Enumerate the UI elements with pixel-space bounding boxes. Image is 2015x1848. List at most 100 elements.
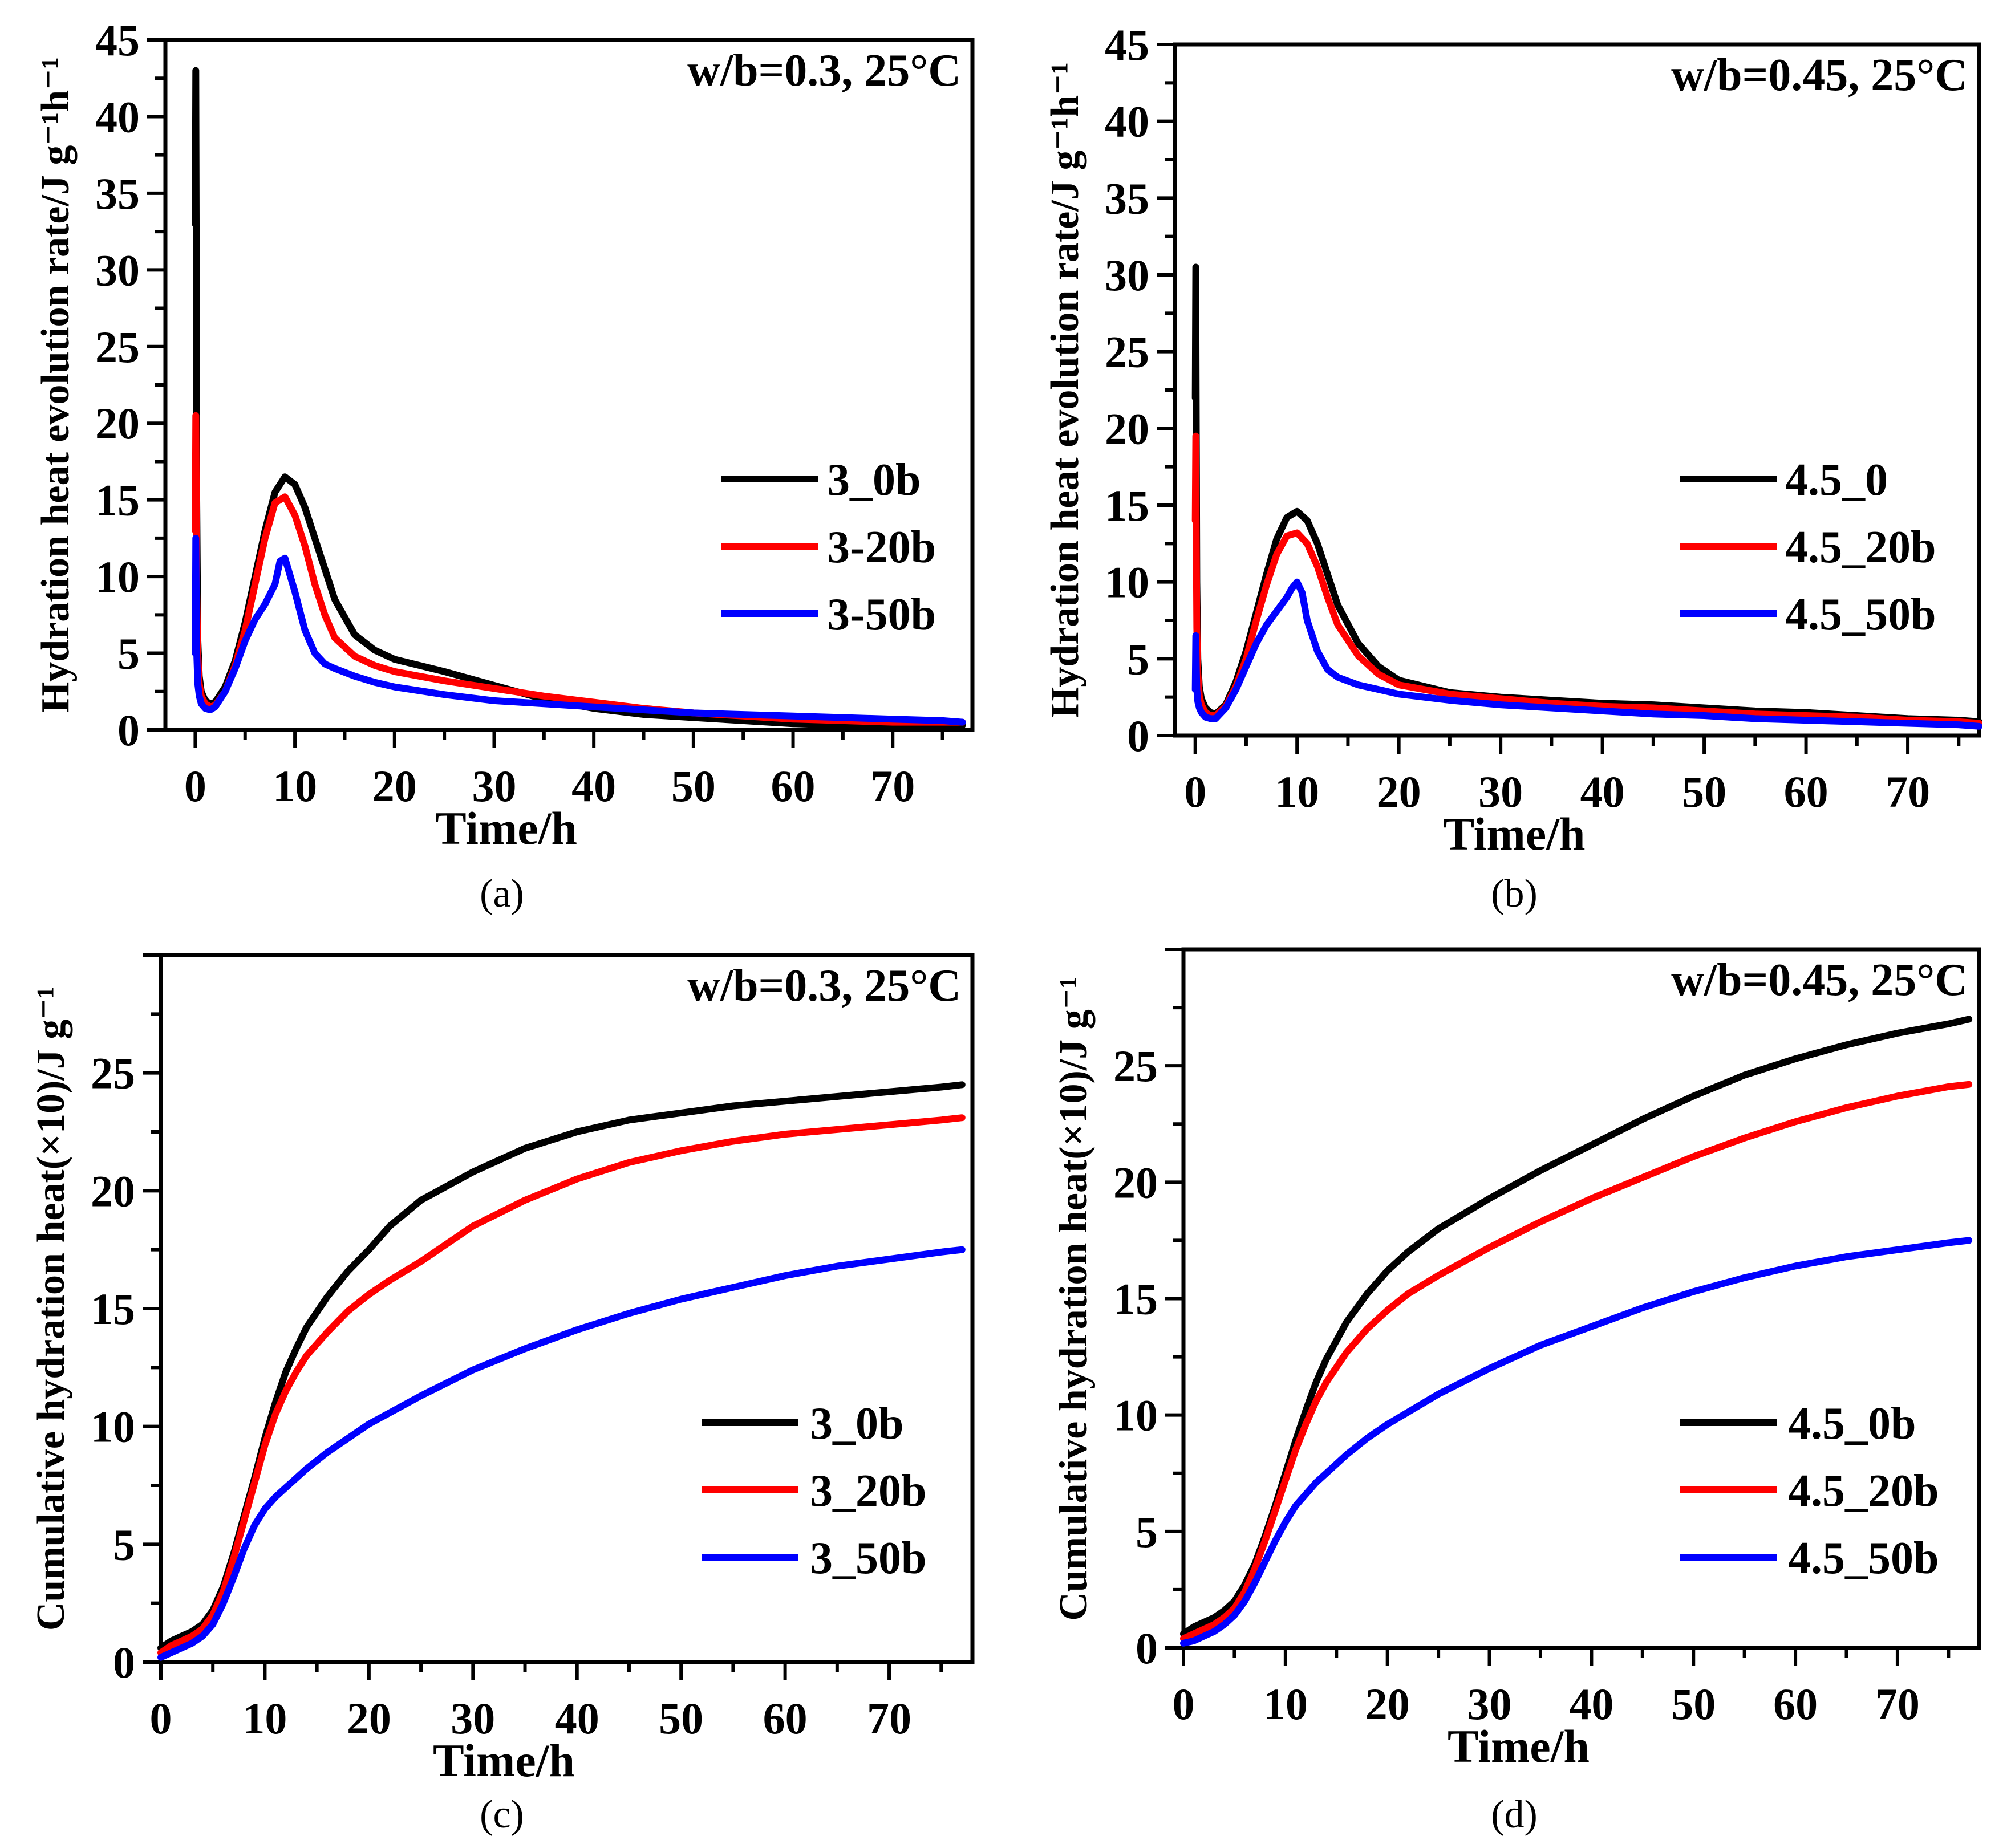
x-tick-label: 10 [273,761,317,811]
chart-panel-c: 0 10 20 30 40 50 60 70 0 5 10 15 20 25 3_0b 3_20b 3_50b w… [29,953,975,1837]
y-axis-title: Cumulative hydration heat(×10)/J g⁻¹ [1052,976,1096,1620]
x-tick-label: 10 [242,1693,287,1743]
y-tick-label: 35 [1105,173,1149,223]
x-tick-label: 50 [659,1693,703,1743]
y-tick-label: 15 [1113,1274,1158,1324]
chart-panel-d: 0 10 20 30 40 50 60 7005101520254.5_0b4.5_20b4.… [1052,947,1981,1837]
legend-label: 3_50b [810,1533,927,1583]
y-tick-label: 20 [95,399,140,448]
x-tick-label: 40 [1569,1679,1613,1729]
x-tick-label: 60 [771,761,816,811]
x-tick-label: 0 [1173,1679,1195,1729]
x-tick-label: 70 [870,761,915,811]
y-tick-label: 10 [91,1402,135,1452]
x-tick-label: 10 [1275,767,1319,817]
y-tick-label: 0 [1136,1623,1158,1673]
y-tick-label: 20 [91,1166,135,1216]
y-tick-label: 15 [91,1284,135,1334]
y-tick-label: 40 [95,92,140,141]
y-tick-label: 25 [1105,327,1149,377]
y-tick-label: 0 [1127,711,1149,761]
series-line-4.5_20b [1180,1081,1973,1642]
x-tick-label: 50 [671,761,716,811]
condition-annotation: w/b=0.45, 25°C [1671,50,1968,100]
y-tick-label: 15 [95,476,140,525]
y-tick-label: 5 [1127,634,1149,684]
x-tick-label: 40 [555,1693,599,1743]
x-axis-title: Time/h [1448,1720,1590,1772]
x-tick-label: 70 [867,1693,911,1743]
legend-label: 4.5_20b [1785,522,1936,572]
chart-panel-a: 0 10 20 30 40 50 60 70 0 5 10 15 20 25 30 35 40 45 3_0b 3-2… [34,15,975,916]
condition-annotation: w/b=0.3, 25°C [687,961,961,1011]
panel-caption: (c) [480,1793,524,1837]
y-tick-label: 5 [117,629,140,679]
y-tick-label: 10 [95,552,140,602]
panel-caption: (b) [1491,872,1538,916]
y-tick-label: 30 [1105,250,1149,300]
condition-annotation: w/b=0.45, 25°C [1671,955,1968,1005]
panel-caption: (a) [480,872,524,916]
y-tick-label: 25 [91,1049,135,1098]
y-axis-title: Cumulative hydration heat(×10)/J g⁻¹ [29,986,73,1631]
legend-label: 3_0b [810,1399,904,1449]
legend-label: 3-20b [827,522,936,572]
x-tick-label: 40 [571,761,616,811]
legend-label: 4.5_20b [1788,1466,1939,1516]
x-tick-label: 40 [1580,767,1625,817]
legend-label: 4.5_50b [1785,590,1936,640]
y-axis-title: Hydration heat evolution rate/J g⁻¹h⁻¹ [1043,62,1087,718]
series-line-4.5_50b [1191,578,1982,730]
y-tick-label: 10 [1113,1391,1158,1440]
legend: 3_0b 3_20b 3_50b [702,1399,927,1583]
x-tick-label: 30 [1467,1679,1512,1729]
y-tick-label: 35 [95,169,140,218]
series-line-4.5_50b [1180,1237,1973,1647]
x-tick-label: 50 [1682,767,1726,817]
legend-label: 4.5_0 [1785,455,1888,505]
x-tick-label: 60 [763,1693,808,1743]
y-tick-label: 25 [95,322,140,372]
y-tick-label: 20 [1105,404,1149,453]
y-tick-label: 45 [95,15,140,65]
x-tick-label: 20 [347,1693,391,1743]
x-tick-label: 20 [372,761,417,811]
x-axis-title: Time/h [433,1735,575,1786]
x-tick-label: 30 [472,761,516,811]
legend-label: 4.5_50b [1788,1533,1939,1583]
series-line-3_20b [157,1114,966,1656]
legend: 4.5_0 4.5_20b 4.5_50b [1680,455,1936,640]
y-tick-label: 45 [1105,20,1149,70]
x-tick-label: 0 [150,1693,172,1743]
condition-annotation: w/b=0.3, 25°C [687,46,961,96]
x-tick-label: 20 [1365,1679,1410,1729]
series-line-4.5_0b [1180,1016,1973,1638]
y-tick-label: 20 [1113,1157,1158,1207]
legend: 4.5_0b 4.5_20b 4.5_50b [1680,1399,1939,1583]
y-tick-label: 40 [1105,97,1149,147]
x-tick-label: 0 [184,761,206,811]
chart-panel-b: 0 10 20 30 40 50 60 700510152025303540454.5_04.… [1043,20,1982,916]
y-tick-label: 15 [1105,481,1149,530]
x-tick-label: 30 [451,1693,495,1743]
x-tick-label: 20 [1377,767,1421,817]
y-tick-label: 0 [117,705,140,755]
x-tick-label: 60 [1773,1679,1818,1729]
y-tick-label: 5 [1136,1507,1158,1557]
x-tick-label: 70 [1886,767,1930,817]
y-tick-label: 25 [1113,1041,1158,1091]
x-axis-title: Time/h [1443,808,1585,860]
y-tick-label: 5 [113,1520,135,1569]
y-tick-label: 10 [1105,558,1149,607]
x-tick-label: 70 [1875,1679,1920,1729]
series-line-3-50b [192,534,966,726]
y-tick-label: 0 [113,1638,135,1687]
x-tick-label: 50 [1671,1679,1716,1729]
y-tick-label: 30 [95,245,140,295]
y-axis-title: Hydration heat evolution rate/J g⁻¹h⁻¹ [34,57,78,713]
x-tick-label: 60 [1784,767,1828,817]
legend: 3_0b 3-20b 3-50b [721,455,936,640]
legend-label: 3-50b [827,590,936,640]
x-axis-title: Time/h [435,802,577,854]
